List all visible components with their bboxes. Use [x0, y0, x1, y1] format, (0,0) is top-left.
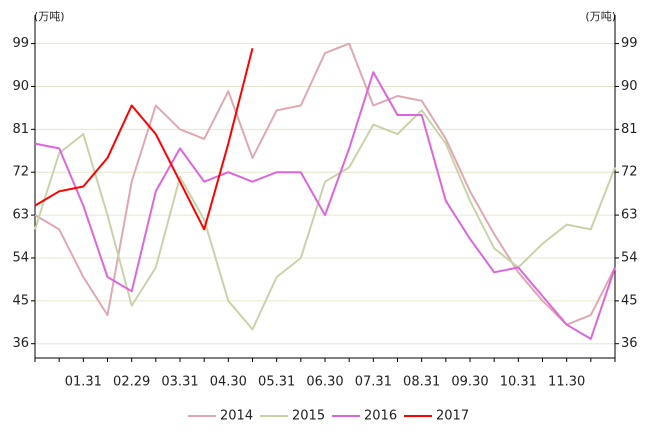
y2-tick-label: 90 — [621, 79, 638, 94]
x-tick-label: 05.31 — [258, 375, 295, 390]
series-line — [34, 109, 616, 331]
y-tick-label: 54 — [12, 250, 29, 265]
y-axis-unit: (万吨) — [34, 10, 65, 23]
y-tick-label: 90 — [12, 79, 29, 94]
y-tick-label: 63 — [12, 208, 29, 223]
legend-label: 2016 — [364, 409, 397, 424]
x-tick-label: 01.31 — [65, 375, 102, 390]
y2-tick-label: 81 — [621, 122, 638, 137]
x-tick-label: 06.30 — [306, 375, 343, 390]
legend-label: 2015 — [292, 409, 325, 424]
y-tick-label: 36 — [12, 336, 29, 351]
x-tick-label: 08.31 — [403, 375, 440, 390]
legend-label: 2017 — [436, 409, 469, 424]
y2-tick-label: 99 — [621, 36, 638, 51]
x-tick-label: 04.30 — [210, 375, 247, 390]
y-tick-label: 99 — [12, 36, 29, 51]
y-tick-label: 72 — [12, 165, 29, 180]
x-tick-label: 03.31 — [161, 375, 198, 390]
y2-tick-label: 54 — [621, 250, 638, 265]
y-tick-label: 81 — [12, 122, 29, 137]
y2-tick-label: 45 — [621, 293, 638, 308]
x-tick-label: 11.30 — [548, 375, 585, 390]
y2-axis-unit: (万吨) — [585, 10, 616, 23]
y2-tick-label: 72 — [621, 165, 638, 180]
series-line — [34, 48, 254, 231]
x-tick-label: 10.31 — [500, 375, 537, 390]
y2-tick-label: 63 — [621, 208, 638, 223]
series-line — [34, 42, 616, 326]
y-tick-label: 45 — [12, 293, 29, 308]
y2-tick-label: 36 — [621, 336, 638, 351]
legend-label: 2014 — [220, 409, 253, 424]
series-line — [34, 71, 616, 340]
x-tick-label: 02.29 — [113, 375, 150, 390]
x-tick-label: 07.31 — [355, 375, 392, 390]
x-tick-label: 09.30 — [451, 375, 488, 390]
